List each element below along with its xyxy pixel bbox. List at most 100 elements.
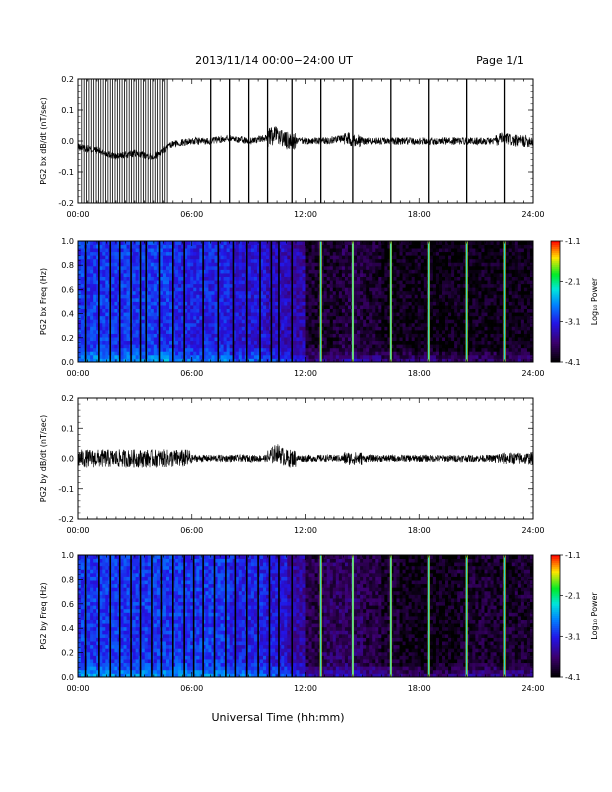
spectrogram-cell: [150, 287, 155, 292]
spectrogram-cell: [332, 276, 337, 281]
spectrogram-cell: [481, 251, 485, 256]
spectrogram-cell: [323, 269, 328, 274]
spectrogram-cell: [196, 290, 200, 295]
spectrogram-cell: [211, 255, 215, 260]
spectrogram-cell: [87, 248, 91, 253]
spectrogram-cell: [384, 265, 388, 270]
spectrogram-cell: [357, 337, 361, 342]
spectrogram-cell: [235, 301, 240, 306]
spectrogram-cell: [463, 329, 467, 334]
spectrogram-cell: [405, 308, 410, 313]
spectrogram-cell: [329, 258, 334, 263]
spectrogram-cell: [132, 329, 137, 334]
spectrogram-cell: [423, 269, 428, 274]
spectrogram-cell: [223, 301, 228, 306]
spectrogram-cell: [366, 358, 370, 363]
spectrogram-cell: [208, 319, 212, 324]
spectrogram-cell: [317, 354, 322, 359]
spectrogram-cell: [153, 337, 158, 342]
spectrogram-cell: [114, 276, 118, 281]
spectrogram-cell: [432, 287, 437, 292]
spectrogram-cell: [217, 290, 221, 295]
spectrogram-cell: [147, 241, 152, 245]
spectrogram-cell: [448, 347, 452, 352]
spectrogram-cell: [435, 347, 440, 352]
spectrogram-cell: [214, 276, 218, 281]
spectrogram-cell: [153, 262, 158, 267]
spectrogram-cell: [199, 294, 203, 299]
spectrogram-cell: [281, 301, 285, 306]
spectrogram-cell: [499, 337, 504, 342]
spectrogram-cell: [162, 337, 167, 342]
spectrogram-cell: [360, 280, 364, 285]
spectrogram-cell: [220, 326, 224, 331]
spectrogram-cell: [147, 255, 152, 260]
spectrogram-cell: [451, 297, 455, 302]
spectrogram-cell: [414, 280, 419, 285]
spectrogram-cell: [226, 297, 231, 302]
spectrogram-cell: [99, 319, 103, 324]
spectrogram-cell: [214, 248, 218, 253]
spectrogram-cell: [442, 337, 446, 342]
spectrogram-cell: [165, 301, 170, 306]
spectrogram-cell: [193, 262, 197, 267]
spectrogram-cell: [184, 326, 188, 331]
spectrogram-cell: [147, 322, 152, 327]
spectrogram-cell: [326, 308, 331, 313]
spectrogram-cell: [429, 273, 434, 277]
spectrogram-cell: [105, 354, 109, 359]
spectrogram-cell: [296, 251, 300, 256]
spectrogram-cell: [435, 290, 440, 295]
spectrogram-cell: [487, 312, 491, 317]
spectrogram-cell: [93, 315, 97, 320]
spectrogram-cell: [305, 344, 309, 349]
spectrogram-cell: [93, 294, 97, 299]
spectrogram-cell: [260, 273, 264, 277]
spectrogram-cell: [420, 255, 425, 260]
spectrogram-cell: [463, 312, 467, 317]
spectrogram-cell: [460, 273, 464, 277]
spectrogram-cell: [484, 283, 488, 288]
spectrogram-cell: [217, 358, 221, 363]
spectrogram-cell: [326, 265, 331, 270]
spectrogram-cell: [457, 305, 461, 310]
spectrogram-cell: [357, 308, 361, 313]
spectrogram-cell: [402, 329, 406, 334]
spectrogram-cell: [457, 329, 461, 334]
spectrogram-cell: [432, 251, 437, 256]
spectrogram-cell: [187, 241, 191, 245]
spectrogram-cell: [147, 244, 152, 249]
spectrogram-cell: [199, 255, 203, 260]
spectrogram-cell: [472, 255, 476, 260]
spectrogram-cell: [187, 273, 191, 277]
spectrogram-cell: [196, 269, 200, 274]
spectrogram-cell: [414, 258, 419, 263]
spectrogram-cell: [169, 294, 173, 299]
spectrogram-cell: [208, 329, 212, 334]
spectrogram-cell: [220, 276, 224, 281]
spectrogram-cell: [241, 280, 246, 285]
spectrogram-cell: [478, 262, 482, 267]
spectrogram-cell: [487, 241, 491, 245]
spectrogram-cell: [81, 276, 85, 281]
spectrogram-cell: [335, 244, 340, 249]
spectrogram-cell: [250, 283, 255, 288]
spectrogram-cell: [284, 269, 288, 274]
spectrogram-cell: [360, 340, 364, 345]
spectrogram-cell: [490, 251, 494, 256]
spectrogram-cell: [141, 308, 146, 313]
spectrogram-cell: [357, 283, 361, 288]
spectrogram-cell: [275, 287, 279, 292]
spectrogram-cell: [396, 244, 400, 249]
spectrogram-cell: [457, 326, 461, 331]
spectrogram-cell: [393, 351, 397, 356]
spectrogram-cell: [93, 347, 97, 352]
spectrogram-cell: [435, 340, 440, 345]
spectrogram-cell: [193, 326, 197, 331]
spectrogram-cell: [357, 326, 361, 331]
spectrogram-cell: [393, 273, 397, 277]
spectrogram-cell: [390, 241, 394, 245]
spectrogram-cell: [256, 280, 261, 285]
spectrogram-cell: [393, 251, 397, 256]
spectrogram-cell: [478, 258, 482, 263]
